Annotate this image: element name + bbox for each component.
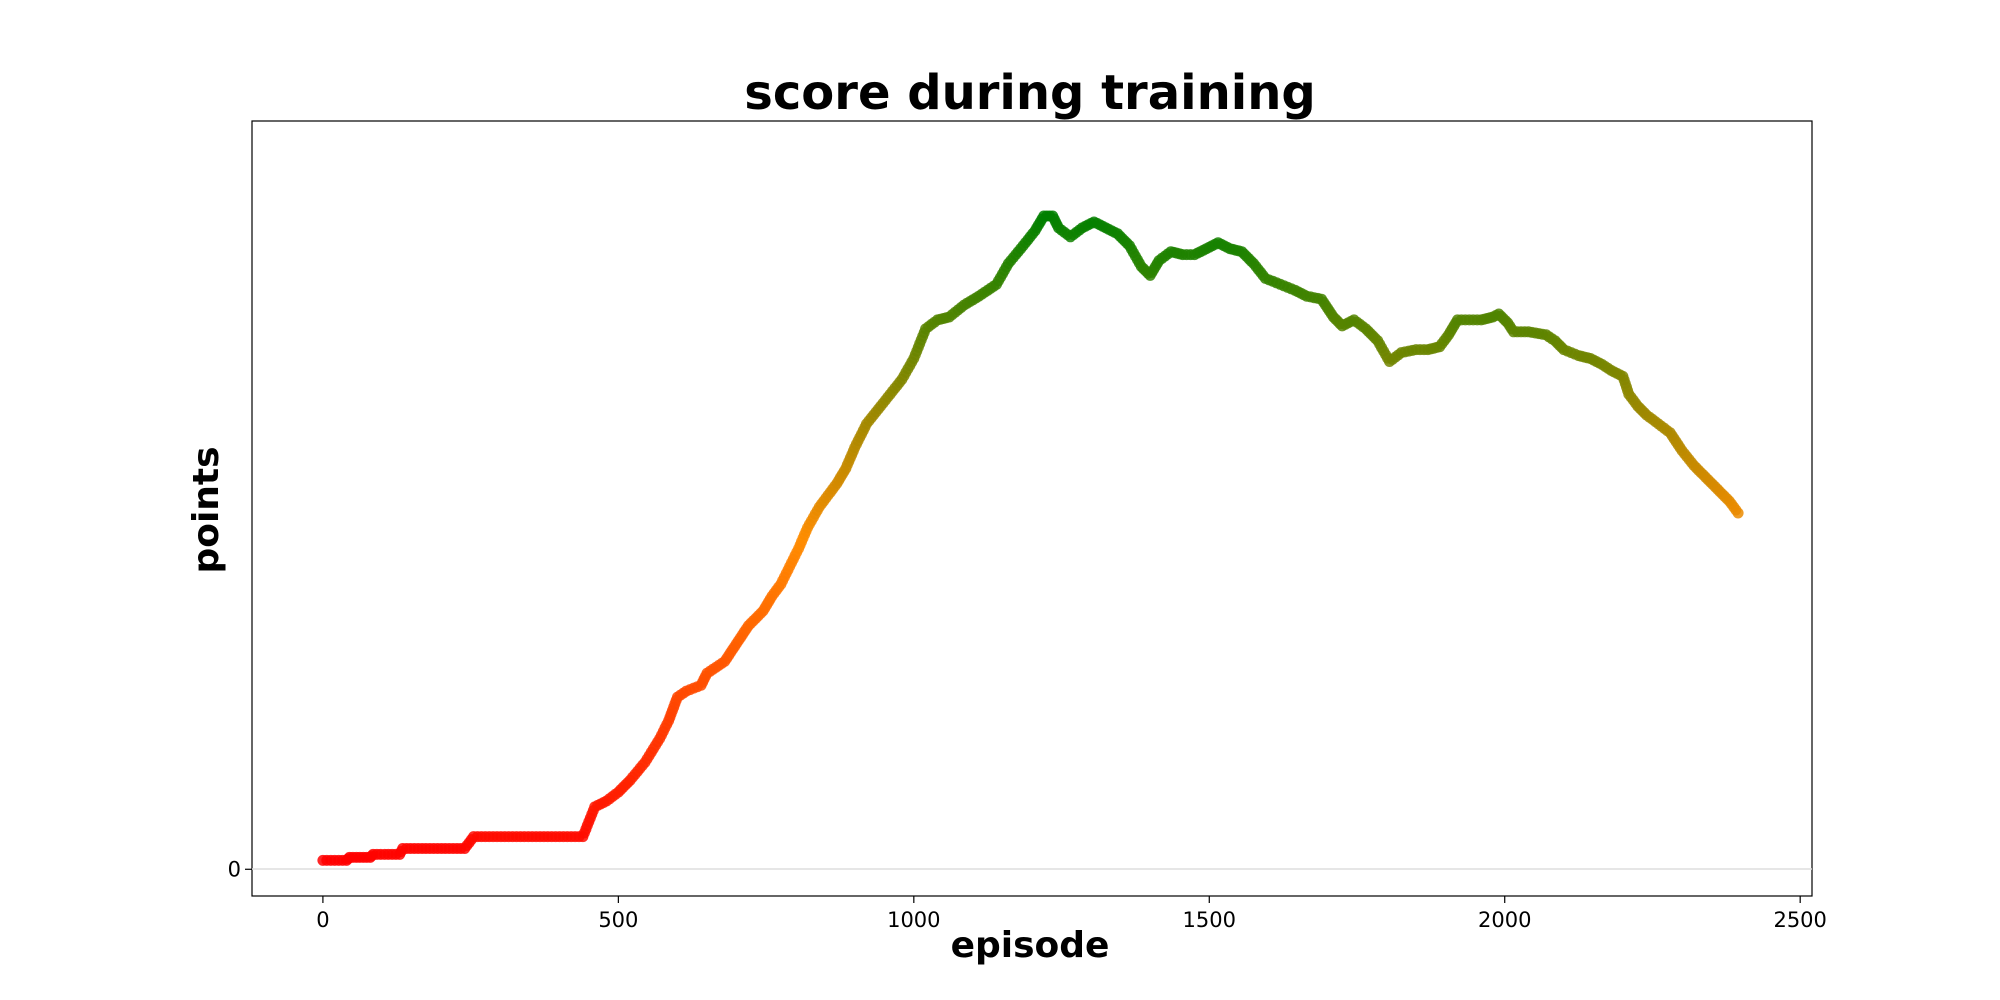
x-tick-label: 1000 (887, 908, 940, 932)
y-axis-label: points (186, 446, 227, 573)
x-axis-ticks: 0 500 1000 1500 2000 2500 (316, 896, 1827, 932)
plot-area (251, 120, 1813, 897)
x-tick-label: 0 (316, 908, 329, 932)
chart-title: score during training (744, 65, 1315, 121)
x-tick-label: 1500 (1183, 908, 1236, 932)
score-point (1732, 507, 1744, 519)
y-tick-label: 0 (228, 857, 241, 881)
x-tick-label: 2500 (1773, 908, 1826, 932)
x-tick-label: 2000 (1478, 908, 1531, 932)
y-axis-ticks: 0 (228, 857, 252, 881)
x-axis-label: episode (951, 925, 1110, 966)
score-points (317, 210, 1744, 866)
x-tick-label: 500 (598, 908, 638, 932)
